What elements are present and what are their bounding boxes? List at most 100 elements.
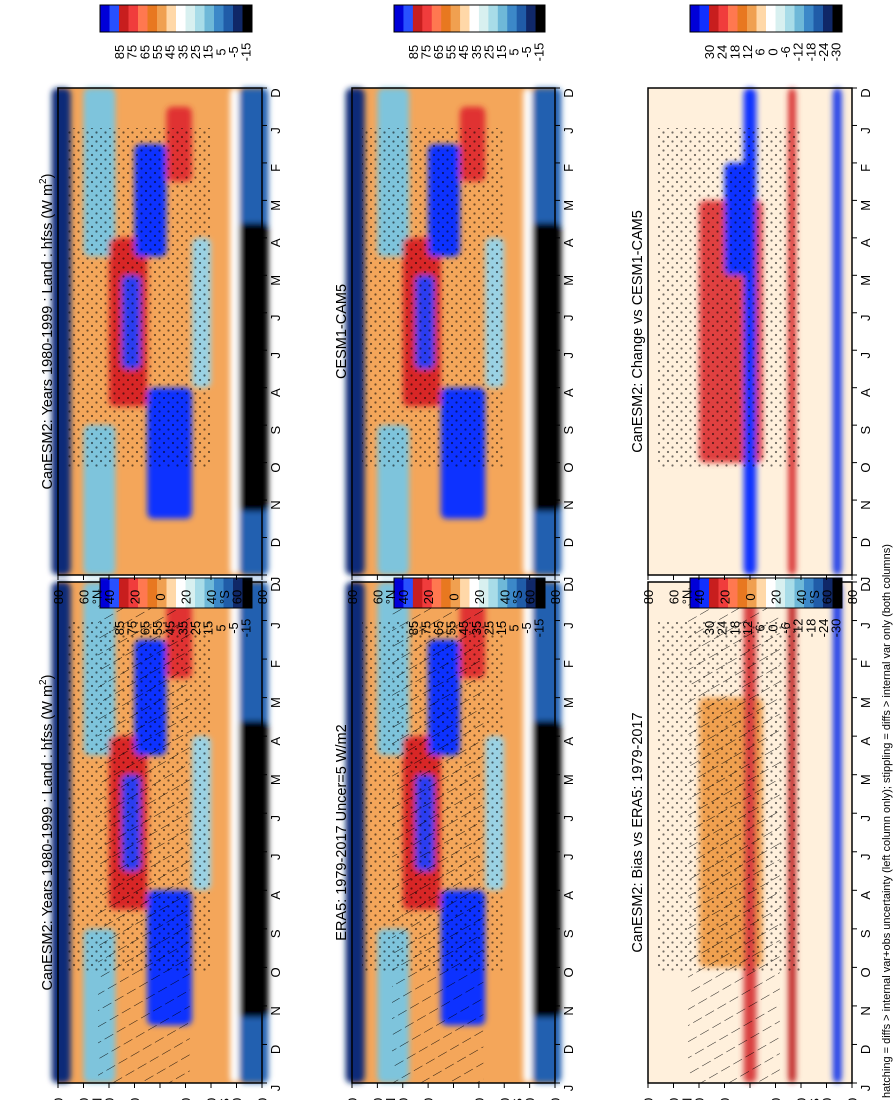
colorbar-swatch: [469, 578, 480, 608]
colorbar-swatch: [766, 5, 776, 32]
colorbar-swatch: [109, 578, 120, 608]
colorbar-tick-label: 85: [406, 621, 421, 635]
colorbar-swatch: [756, 5, 767, 32]
month-tick-label: O: [858, 967, 873, 977]
colorbar-tick-label: 35: [175, 45, 190, 59]
colorbar-swatch: [195, 578, 205, 608]
colorbar-tick-label: 30: [702, 621, 717, 635]
colorbar-swatch: [526, 5, 537, 32]
colorbar-swatch: [737, 5, 748, 32]
heatmap-cell: [51, 582, 71, 1083]
panel-5: 80 60 40 20 0 20 40 60 80°N °SDJFMAMJJASONDJCanES…: [630, 4, 873, 604]
lat-tick-label: 40: [497, 1098, 512, 1100]
title-main: CanESM2: Years 1980-1999 : Land : hfss (…: [40, 184, 56, 489]
colorbar-swatch: [747, 5, 757, 32]
colorbar-swatch: [775, 578, 786, 608]
panel-4: 80604020020406080°N°SDJFMAMJJASONDJCanES…: [630, 577, 873, 1100]
colorbar-swatch: [804, 578, 814, 608]
colorbar-swatch: [412, 5, 423, 32]
lat-tick-label: 60: [523, 1098, 538, 1100]
lat-tick-label: 0: [743, 593, 758, 600]
month-tick-label: A: [561, 388, 576, 397]
colorbar-tick-label: 35: [469, 621, 484, 635]
colorbar-tick-label: -15: [239, 43, 254, 62]
colorbar-swatch: [832, 578, 843, 608]
month-tick-label: F: [561, 164, 576, 172]
month-tick-label: D: [268, 538, 283, 547]
month-tick-label: D: [268, 88, 283, 97]
month-tick-label: F: [268, 164, 283, 172]
month-tick-label: M: [268, 200, 283, 211]
plot-area: 80 60 40 20 0 20 40 60 80 °N °S D J F M A M J J A S O N D J CanES…: [38, 4, 873, 1100]
colorbar-swatch: [756, 578, 767, 608]
colorbar-tick-label: -12: [791, 619, 806, 638]
colorbar-swatch: [785, 5, 795, 32]
month-tick-label: N: [561, 1006, 576, 1015]
colorbar-tick-label: 65: [137, 621, 152, 635]
month-tick-label: S: [268, 929, 283, 938]
title-superscript: 2: [38, 679, 49, 685]
colorbar-tick-label: 5: [213, 48, 228, 55]
colorbar-swatch: [242, 578, 253, 608]
month-tick-label: A: [858, 891, 873, 900]
colorbar-swatch: [460, 5, 470, 32]
colorbar-swatch: [166, 5, 177, 32]
colorbar-tick-label: 75: [125, 621, 140, 635]
month-tick-label: J: [561, 1085, 576, 1092]
month-tick-label: F: [268, 660, 283, 668]
month-tick-label: J: [858, 577, 873, 584]
colorbar-swatch: [488, 5, 499, 32]
colorbar-tick-label: 45: [163, 45, 178, 59]
colorbar-frame: [689, 4, 843, 33]
title-main: CanESM2: Years 1980-1999 : Land : hfss (…: [40, 685, 56, 990]
month-tick-label: M: [561, 200, 576, 211]
colorbar-tick-label: 30: [702, 45, 717, 59]
colorbar-swatch: [478, 578, 489, 608]
colorbar-swatch: [507, 5, 518, 32]
heatmap-cell: [523, 88, 533, 575]
lat-tick-label: 60: [820, 590, 835, 604]
lat-hemisphere-north: °N: [383, 1098, 398, 1100]
month-tick-label: J: [268, 622, 283, 629]
lat-tick-label: 20: [769, 590, 784, 604]
lat-tick-label: 40: [396, 1098, 411, 1100]
month-tick-label: J: [858, 127, 873, 134]
lat-tick-label: 80: [641, 590, 656, 604]
colorbar-swatch: [823, 578, 833, 608]
colorbar-swatch: [100, 578, 110, 608]
colorbar-swatch: [431, 5, 442, 32]
month-tick-label: A: [858, 388, 873, 397]
colorbar-swatch: [441, 5, 452, 32]
colorbar-swatch: [709, 5, 719, 32]
heatmap-cell: [523, 582, 533, 1083]
colorbar-tick-label: -5: [226, 622, 241, 634]
lat-hemisphere-south: °S: [807, 1098, 822, 1100]
panel-title: CanESM2: Change vs CESM1-CAM5: [630, 210, 646, 453]
colorbar-tick-label: -5: [519, 46, 534, 58]
colorbar-swatch: [233, 578, 243, 608]
colorbar-tick-label: 75: [125, 45, 140, 59]
colorbar-tick-label: 35: [469, 45, 484, 59]
colorbar-swatch: [185, 5, 196, 32]
colorbar-swatch: [690, 578, 700, 608]
month-tick-label: J: [561, 577, 576, 584]
lat-tick-label: 40: [794, 590, 809, 604]
lat-tick-label: 60: [230, 590, 245, 604]
lat-tick-label: 80: [548, 1098, 563, 1100]
colorbar-swatch: [195, 5, 205, 32]
colorbar-swatch: [766, 578, 776, 608]
colorbar-swatch: [214, 578, 224, 608]
lat-tick-label: 40: [692, 590, 707, 604]
colorbar-tick-label: -18: [803, 619, 818, 638]
colorbar-frame: [689, 577, 843, 609]
colorbar-tick-label: 5: [213, 624, 228, 631]
month-tick-label: S: [561, 425, 576, 434]
lat-tick-label: 80: [51, 590, 66, 604]
colorbar-tick-label: 24: [715, 621, 730, 635]
lat-tick-label: 20: [769, 1098, 784, 1100]
colorbar-tick-label: 55: [150, 621, 165, 635]
colorbar-tick-label: 18: [727, 45, 742, 59]
